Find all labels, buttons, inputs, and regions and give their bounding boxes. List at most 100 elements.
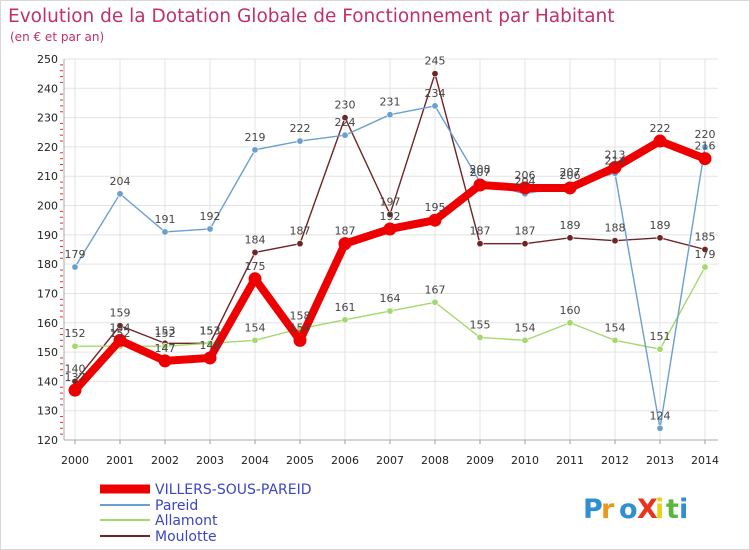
data-label: 207 [470,166,491,179]
data-point [521,336,529,344]
y-tick-label: 250 [37,53,58,66]
series-moulotte [71,70,709,385]
series-villers-sous-pareid [68,134,712,397]
data-label: 222 [290,122,311,135]
y-tick-label: 190 [37,229,58,242]
data-point [116,322,124,330]
legend-label: Pareid [155,498,198,514]
data-point [701,246,709,254]
data-label: 153 [155,324,176,337]
data-label: 164 [380,292,401,305]
data-label: 204 [515,175,536,188]
data-label: 185 [695,231,716,244]
logo-letter: o [619,494,638,525]
data-label: 224 [335,116,356,129]
data-label: 179 [695,248,716,261]
data-point [473,178,487,192]
data-label: 208 [470,163,491,176]
data-label: 219 [245,131,266,144]
data-label: 137 [65,371,86,384]
data-label: 151 [650,330,671,343]
data-point [431,70,439,78]
y-tick-label: 180 [37,258,58,271]
data-label: 140 [65,362,86,375]
data-label: 158 [290,310,311,323]
data-point [113,333,127,347]
data-label: 154 [605,321,626,334]
data-label: 148 [200,339,221,352]
x-tick-label: 2009 [466,454,494,467]
y-tick-label: 170 [37,287,58,300]
x-tick-label: 2002 [151,454,179,467]
data-point [158,354,172,368]
legend-label: Allamont [155,513,218,529]
data-label: 153 [200,324,221,337]
data-label: 207 [560,166,581,179]
y-tick-label: 210 [37,170,58,183]
data-label: 152 [110,327,131,340]
x-tick-label: 2013 [646,454,674,467]
data-label: 159 [110,307,131,320]
data-label: 197 [380,195,401,208]
logo-letter: P [583,494,603,525]
y-tick-label: 120 [37,434,58,447]
data-label: 234 [425,87,446,100]
data-point [206,339,214,347]
logo-letter: X [637,494,658,525]
data-point [203,351,217,365]
x-tick-label: 2004 [241,454,269,467]
data-point [71,263,79,271]
proxiti-logo: Pr o Xi t i [583,494,688,525]
y-tick-label: 200 [37,200,58,213]
data-label: 152 [65,327,86,340]
data-point [701,143,709,151]
data-label: 167 [425,283,446,296]
data-label: 179 [65,248,86,261]
data-label: 222 [650,122,671,135]
data-point [656,424,664,432]
data-label: 220 [695,128,716,141]
data-label: 184 [245,233,266,246]
y-tick-label: 130 [37,405,58,418]
data-point [341,131,349,139]
data-point [296,137,304,145]
data-label: 175 [245,260,266,273]
x-tick-label: 2011 [556,454,584,467]
data-label: 216 [695,140,716,153]
data-point [476,333,484,341]
x-tick-label: 2006 [331,454,359,467]
data-point [251,248,259,256]
y-tick-label: 240 [37,82,58,95]
x-tick-label: 2003 [196,454,224,467]
y-tick-label: 140 [37,375,58,388]
data-label: 192 [200,210,221,223]
data-point [566,319,574,327]
y-tick-label: 150 [37,346,58,359]
data-point [563,181,577,195]
data-label: 153 [200,324,221,337]
x-tick-label: 2000 [61,454,89,467]
data-label: 187 [335,225,356,238]
y-tick-label: 230 [37,112,58,125]
chart-subtitle: (en € et par an) [10,30,104,44]
data-point [521,240,529,248]
data-label: 189 [650,219,671,232]
data-label: 187 [515,225,536,238]
data-label: 230 [335,99,356,112]
data-point [341,316,349,324]
data-label: 154 [245,321,266,334]
legend-label: Moulotte [155,529,217,545]
data-point [611,237,619,245]
series-layer [68,70,712,432]
logo-letter: t [666,494,679,525]
legend: VILLERS-SOUS-PAREIDPareidAllamontMoulott… [100,482,312,545]
data-point [206,225,214,233]
logo-letter: i [679,494,688,525]
data-point [386,111,394,119]
data-point [296,240,304,248]
chart-title: Evolution de la Dotation Globale de Fonc… [8,6,615,27]
legend-label: VILLERS-SOUS-PAREID [155,482,312,498]
data-label: 245 [425,55,446,68]
